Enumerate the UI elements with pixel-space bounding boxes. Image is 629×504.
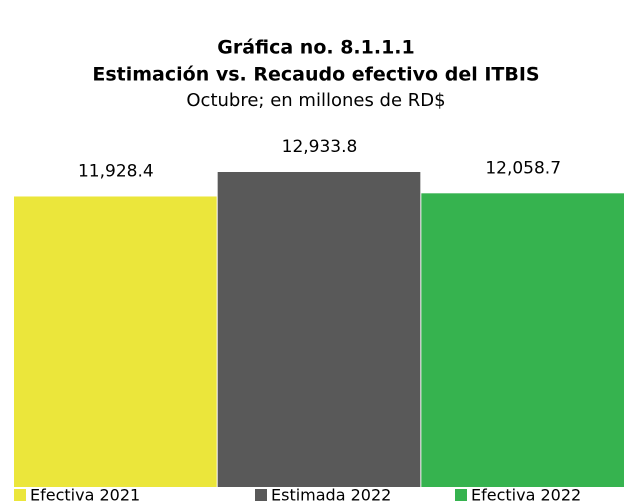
legend-label: Estimada 2022 [271, 486, 391, 504]
legend-swatch [255, 489, 267, 501]
chart-subtitle: Octubre; en millones de RD$ [186, 90, 445, 111]
chart-subtitle: Estimación vs. Recaudo efectivo del ITBI… [92, 64, 539, 86]
bar [421, 193, 624, 488]
legend-swatch [455, 489, 467, 501]
legend-label: Efectiva 2022 [471, 486, 581, 504]
data-label: 12,058.7 [485, 158, 561, 178]
bar [14, 196, 217, 487]
chart-title: Gráfica no. 8.1.1.1 [217, 37, 415, 59]
data-label: 12,933.8 [282, 137, 358, 157]
legend-swatch [14, 489, 26, 501]
legend-label: Efectiva 2021 [30, 486, 140, 504]
data-label: 11,928.4 [78, 161, 154, 181]
bar [217, 172, 421, 487]
